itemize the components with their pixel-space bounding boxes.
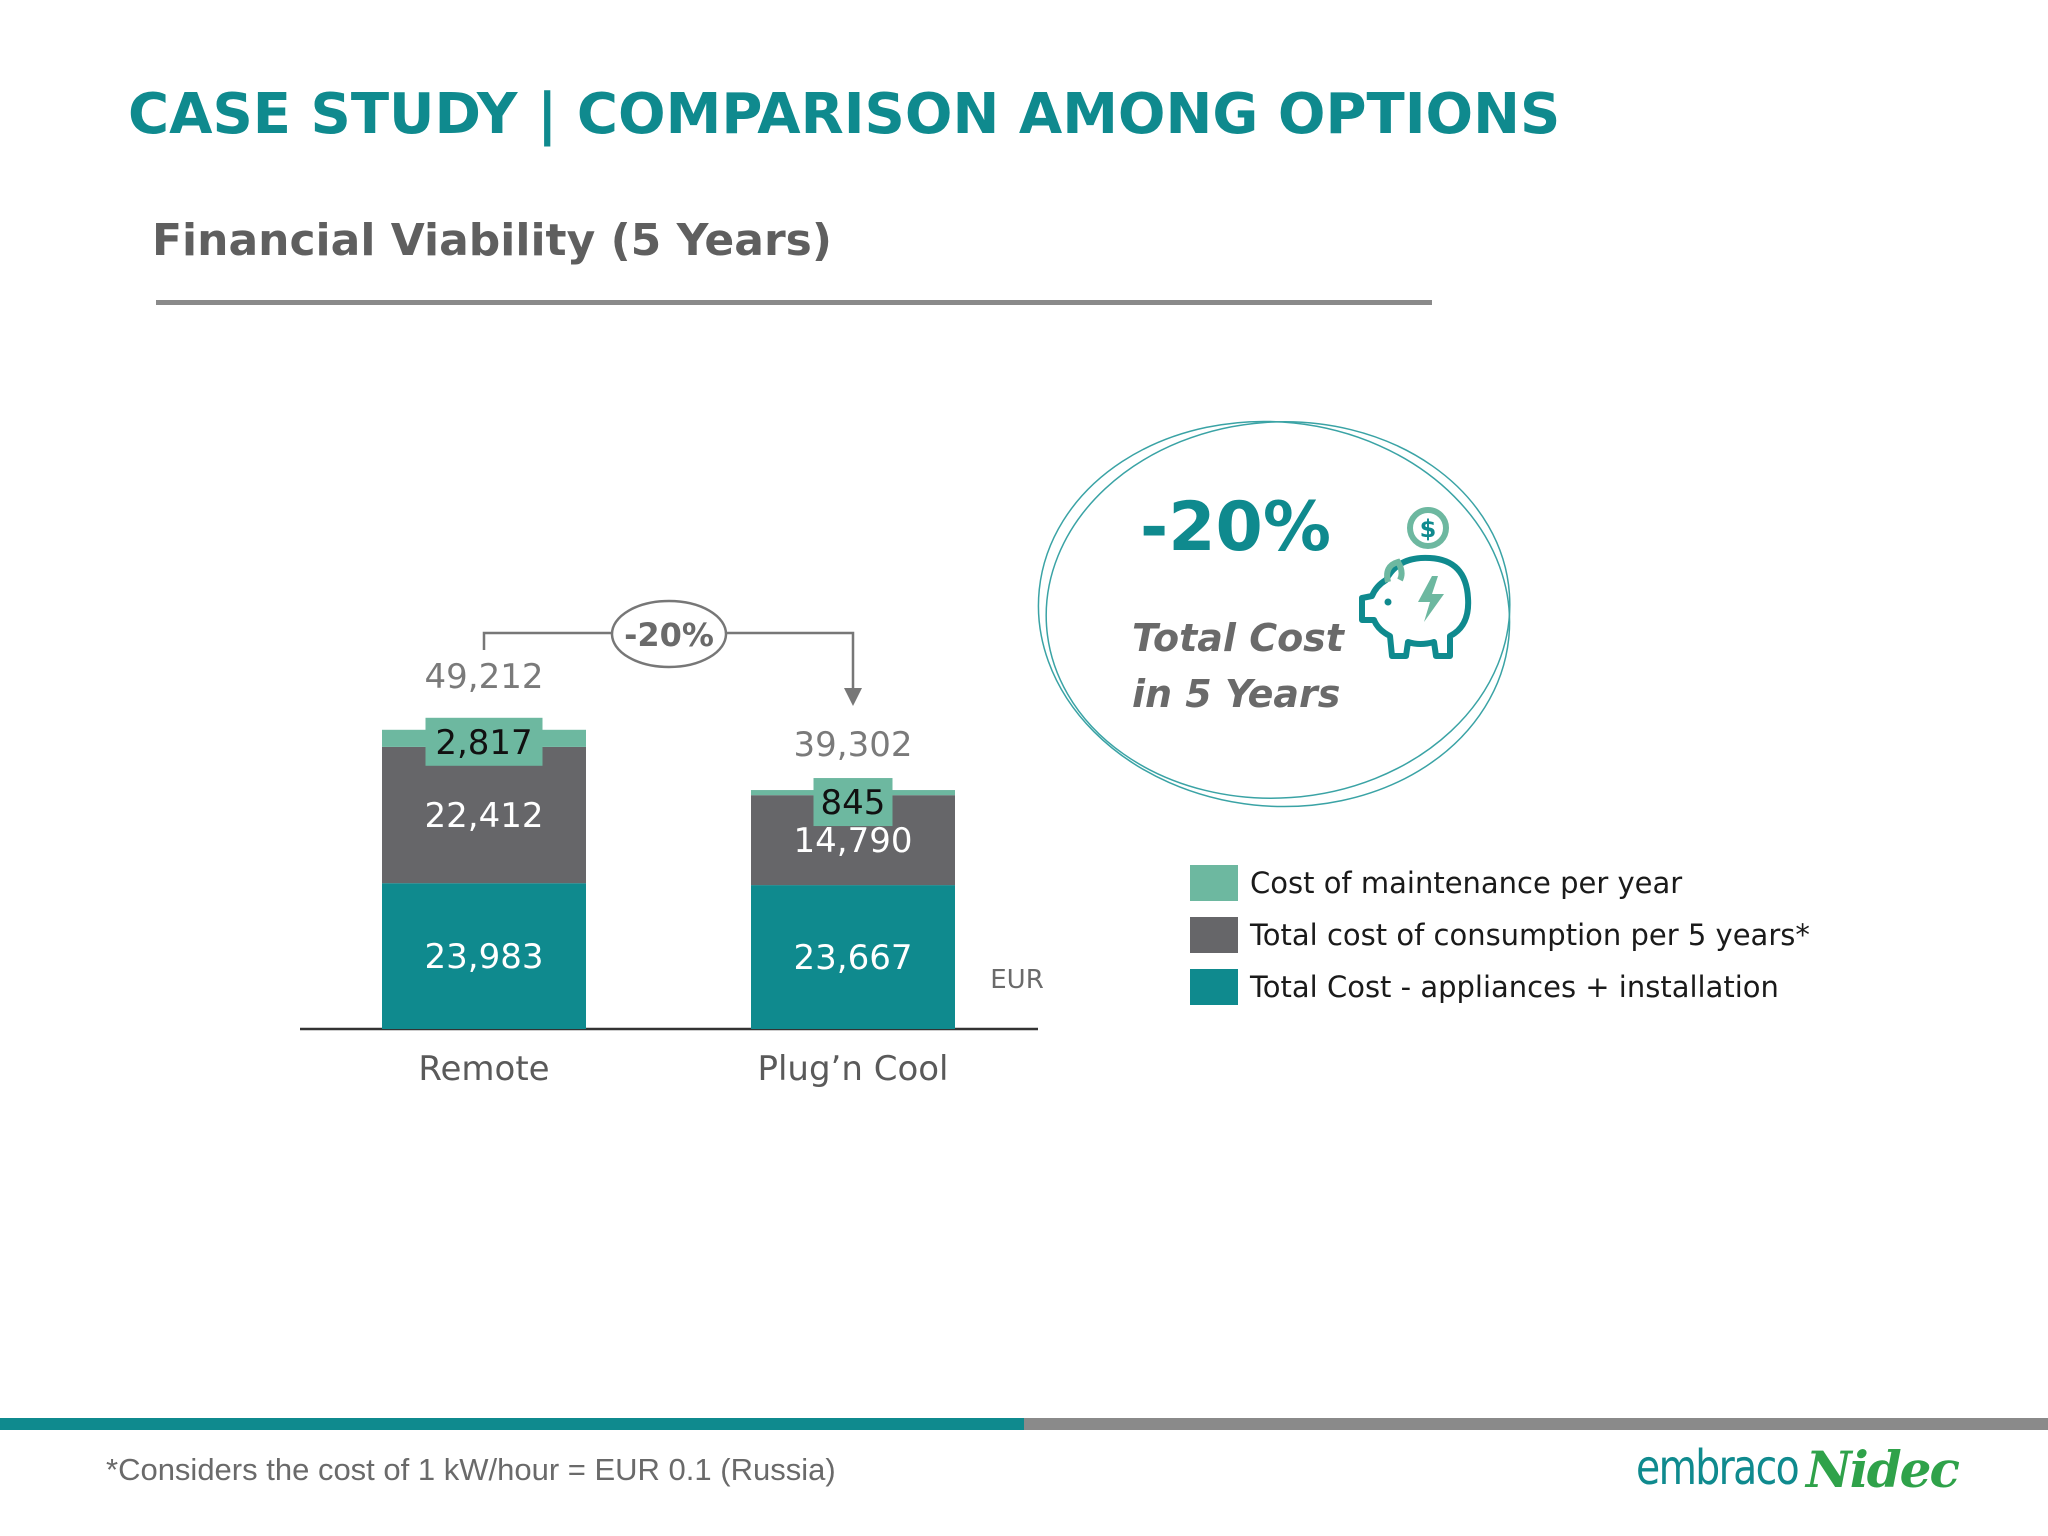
legend-swatch-appliances: [1190, 969, 1238, 1005]
callout-percent: -20%: [1140, 488, 1331, 567]
legend-item-consumption: Total cost of consumption per 5 years*: [1190, 909, 1810, 961]
data-label-box-maintenance-1: [425, 717, 543, 766]
piggy-bank-dollar-icon: $: [1359, 507, 1472, 659]
legend-label-appliances: Total Cost - appliances + installation: [1250, 970, 1779, 1004]
legend-label-maintenance: Cost of maintenance per year: [1250, 866, 1683, 900]
legend-item-maintenance: Cost of maintenance per year: [1190, 857, 1810, 909]
total-label-1: 49,212: [425, 657, 544, 697]
bar-appliances-2: [751, 885, 955, 1029]
embraco-logo: embraco: [1636, 1440, 1800, 1496]
comparison-label: -20%: [624, 616, 714, 654]
legend-label-consumption: Total cost of consumption per 5 years*: [1250, 918, 1810, 952]
footer-bar-teal: [0, 1418, 1024, 1430]
nidec-logo: Nidec: [1806, 1440, 1960, 1499]
footer-bar-grey: [1024, 1418, 2048, 1430]
data-label-box-maintenance-2: [813, 778, 893, 827]
legend-item-appliances: Total Cost - appliances + installation: [1190, 961, 1810, 1013]
slide-title: CASE STUDY | COMPARISON AMONG OPTIONS: [128, 82, 1561, 147]
footnote: *Considers the cost of 1 kW/hour = EUR 0…: [106, 1452, 836, 1487]
data-label-consumption-1: 22,412: [425, 796, 544, 836]
unit-label: EUR: [990, 965, 1044, 995]
data-label-appliances-1: 23,983: [425, 937, 544, 977]
data-label-appliances-2: 23,667: [794, 938, 913, 978]
data-label-maintenance-1: 2,817: [435, 723, 532, 763]
data-label-consumption-2: 14,790: [794, 821, 913, 861]
callout-caption: Total Cost in 5 Years: [1132, 610, 1344, 722]
chart-legend: Cost of maintenance per year Total cost …: [1190, 857, 1810, 1013]
category-label-2: Plug’n Cool: [757, 1049, 948, 1089]
bar-consumption-1: [382, 746, 586, 884]
callout-line-1: Total Cost: [1132, 616, 1344, 660]
total-label-2: 39,302: [794, 725, 913, 765]
svg-text:$: $: [1420, 515, 1437, 543]
legend-swatch-consumption: [1190, 917, 1238, 953]
stacked-bar-chart: 23,983 22,412 2,817 49,212 Remote 23,667 14,79…: [300, 599, 1044, 1089]
comparison-badge: [610, 599, 728, 669]
data-label-maintenance-2: 845: [821, 783, 886, 823]
category-label-1: Remote: [418, 1049, 549, 1089]
callout-line-2: in 5 Years: [1132, 672, 1341, 716]
comparison-arrowhead: [844, 688, 862, 706]
bar-appliances-1: [382, 883, 586, 1029]
comparison-bracket-left: [482, 631, 612, 650]
comparison-bracket-right: [726, 631, 855, 690]
callout-bubble: [1037, 420, 1511, 808]
subtitle-divider: [156, 300, 1432, 305]
slide-subtitle: Financial Viability (5 Years): [152, 215, 832, 266]
legend-swatch-maintenance: [1190, 865, 1238, 901]
